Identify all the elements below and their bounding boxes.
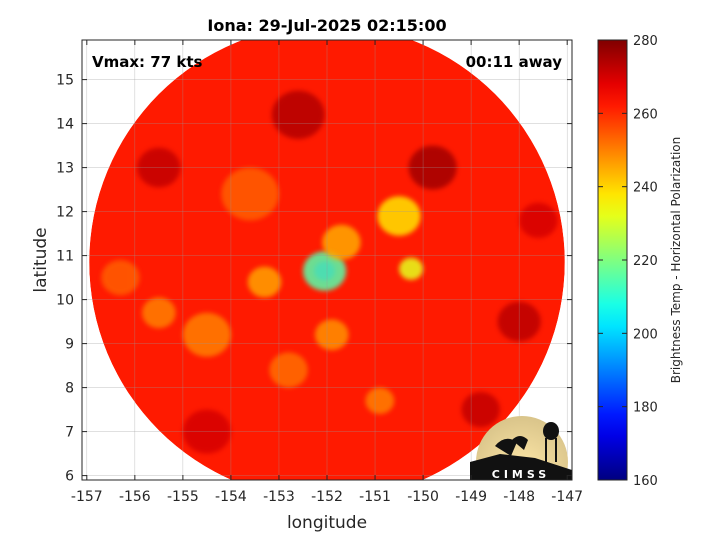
colorbar-tick-label: 260 [633,107,658,122]
x-ticks: -157 -156 -155 -154 -153 -152 -151 -150 -149 -148… [71,40,583,505]
tb-feature [365,387,395,414]
time-away-label: 00:11 away [466,53,563,71]
y-tick-label: 6 [65,469,74,485]
logo-dish [495,438,517,456]
y-tick-label: 15 [56,73,74,89]
colorbar-tick-label: 180 [633,401,658,416]
x-tick-label: -147 [551,489,583,505]
y-tick-label: 8 [65,381,74,397]
colorbar-tick-label: 200 [633,327,658,342]
tb-feature [322,224,361,260]
tb-feature [302,251,347,291]
x-tick-label: -156 [119,489,151,505]
plot-area: CIMSS [82,40,572,481]
y-ticks: 6 7 8 9 10 11 12 13 14 15 [56,73,572,485]
tb-feature [314,319,349,351]
tb-feature [269,352,308,388]
x-tick-label: -151 [359,489,391,505]
colorbar-label: Brightness Temp - Horizontal Polarizatio… [669,137,683,384]
x-tick-label: -153 [263,489,295,505]
tb-feature [461,392,500,428]
y-tick-label: 10 [56,293,74,309]
x-tick-label: -157 [71,489,103,505]
y-tick-label: 7 [65,425,74,441]
chart-title: Iona: 29-Jul-2025 02:15:00 [207,16,446,35]
logo-tower-tank [543,422,559,440]
logo-tower-leg [555,438,557,462]
logo-dish [512,436,528,450]
tb-feature [377,196,421,236]
vmax-label: Vmax: 77 kts [92,53,202,71]
tb-feature [101,260,140,296]
x-tick-label: -149 [455,489,487,505]
tb-feature [519,202,558,238]
colorbar-tick-label: 240 [633,181,658,196]
y-tick-label: 13 [56,161,74,177]
x-tick-label: -152 [311,489,343,505]
x-tick-label: -150 [407,489,439,505]
x-tick-label: -155 [167,489,199,505]
logo-ground [470,454,572,480]
y-tick-label: 11 [56,249,74,265]
x-tick-label: -154 [215,489,247,505]
colorbar-ticks: 160 180 200 220 240 260 280 [598,34,658,489]
tb-feature [271,90,325,139]
y-tick-label: 9 [65,337,74,353]
x-tick-label: -148 [503,489,535,505]
colorbar-tick-label: 220 [633,254,658,269]
logo-text: CIMSS [492,468,550,481]
colorbar-tick-label: 160 [633,474,658,489]
cimss-logo: CIMSS [470,416,572,481]
x-axis-label: longitude [287,513,367,533]
tb-feature [221,167,279,221]
y-axis-label: latitude [31,227,51,292]
tb-feature [142,297,176,329]
tb-feature [182,312,231,357]
logo-tower-leg [545,438,547,462]
tb-feature [399,257,424,280]
y-tick-label: 14 [56,117,74,133]
tb-feature [247,266,282,298]
y-tick-label: 12 [56,205,74,221]
colorbar-tick-label: 280 [633,34,658,49]
